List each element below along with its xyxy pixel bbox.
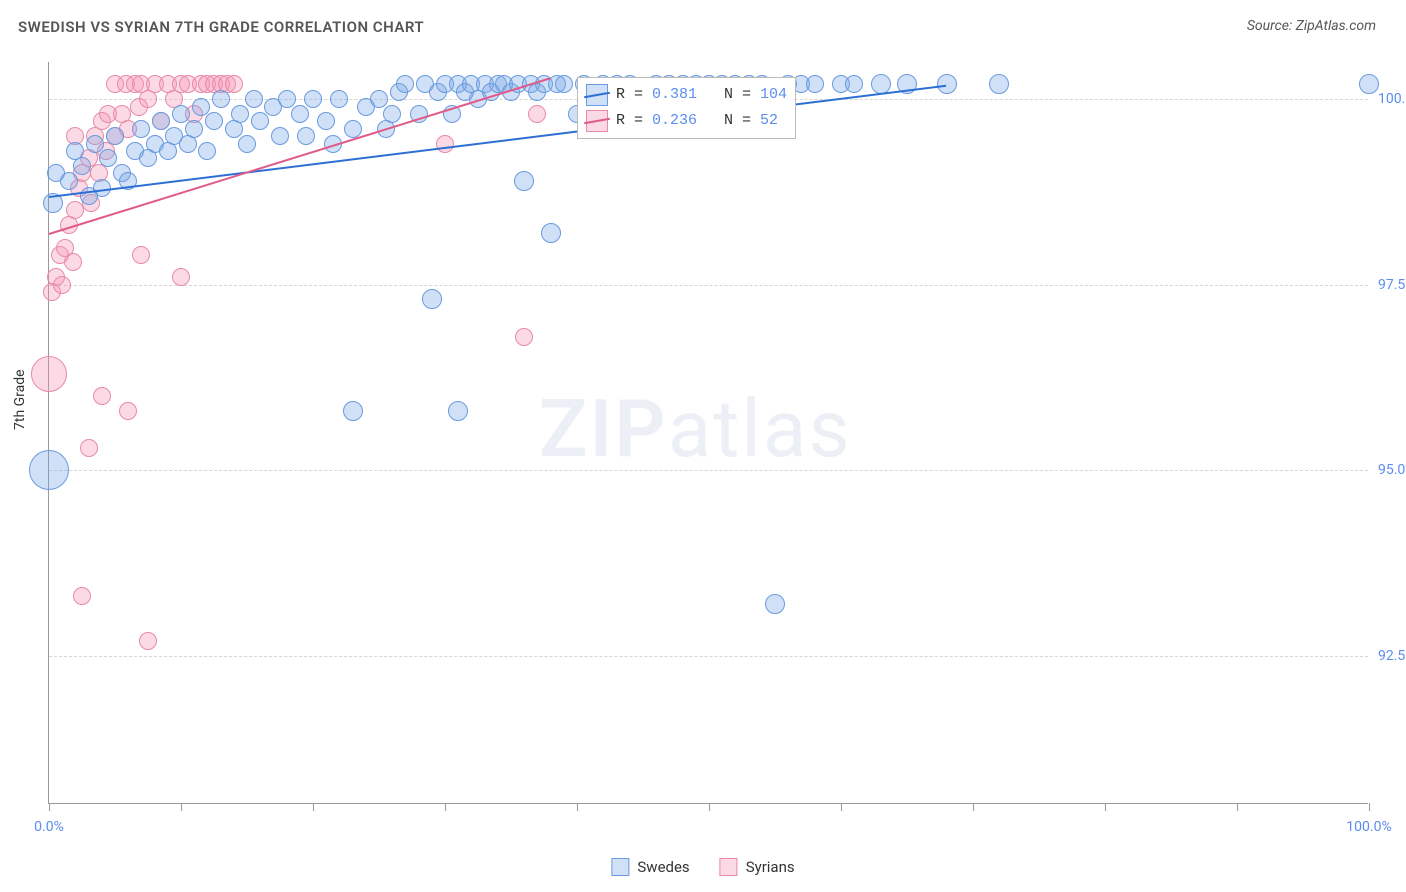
data-point-syrians <box>528 105 546 123</box>
data-point-swedes <box>60 172 78 190</box>
x-tick-label: 100.0% <box>1346 819 1391 835</box>
data-point-swedes <box>251 112 269 130</box>
data-point-swedes <box>29 450 69 490</box>
data-point-syrians <box>53 276 71 294</box>
y-tick-label: 95.0% <box>1378 462 1406 478</box>
x-tick <box>1105 803 1106 811</box>
legend-swatch-icon <box>611 858 629 876</box>
data-point-swedes <box>937 74 957 94</box>
x-tick <box>841 803 842 811</box>
data-point-swedes <box>198 142 216 160</box>
trend-line-syrians <box>49 77 551 235</box>
legend-label: Swedes <box>637 858 689 876</box>
watermark-atlas: atlas <box>668 382 852 476</box>
data-point-swedes <box>555 75 573 93</box>
data-point-syrians <box>225 75 243 93</box>
data-point-syrians <box>119 402 137 420</box>
data-point-syrians <box>132 246 150 264</box>
data-point-swedes <box>205 112 223 130</box>
x-tick-label: 0.0% <box>34 819 64 835</box>
data-point-swedes <box>132 120 150 138</box>
data-point-swedes <box>370 90 388 108</box>
data-point-syrians <box>436 135 454 153</box>
data-point-syrians <box>172 268 190 286</box>
source-attribution: Source: ZipAtlas.com <box>1247 18 1376 34</box>
data-point-swedes <box>278 90 296 108</box>
legend-item-syrians: Syrians <box>720 858 795 876</box>
legend-swatch-swedes <box>586 84 608 106</box>
data-point-swedes <box>106 127 124 145</box>
data-point-syrians <box>515 328 533 346</box>
data-point-swedes <box>185 120 203 138</box>
gridline-h <box>49 470 1368 471</box>
data-point-swedes <box>989 74 1009 94</box>
data-point-swedes <box>73 157 91 175</box>
stats-legend-text: R = 0.381 N = 104 <box>616 86 787 103</box>
gridline-h <box>49 285 1368 286</box>
data-point-swedes <box>271 127 289 145</box>
plot-area: ZIPatlas 100.0%97.5%95.0%92.5%0.0%100.0%… <box>48 62 1368 804</box>
data-point-swedes <box>448 401 468 421</box>
x-tick <box>181 803 182 811</box>
data-point-swedes <box>344 120 362 138</box>
series-legend: Swedes Syrians <box>611 858 794 876</box>
stats-legend: R = 0.381 N = 104 R = 0.236 N = 52 <box>577 77 796 139</box>
stats-legend-row: R = 0.381 N = 104 <box>586 82 787 108</box>
chart-title: SWEDISH VS SYRIAN 7TH GRADE CORRELATION … <box>18 18 424 36</box>
data-point-swedes <box>383 105 401 123</box>
y-axis-label: 7th Grade <box>12 369 28 430</box>
data-point-swedes <box>541 223 561 243</box>
y-tick-label: 92.5% <box>1378 648 1406 664</box>
data-point-swedes <box>231 105 249 123</box>
data-point-swedes <box>806 75 824 93</box>
y-tick-label: 97.5% <box>1378 277 1406 293</box>
data-point-swedes <box>514 171 534 191</box>
data-point-swedes <box>99 149 117 167</box>
x-tick <box>973 803 974 811</box>
data-point-swedes <box>422 289 442 309</box>
data-point-swedes <box>330 90 348 108</box>
legend-swatch-icon <box>720 858 738 876</box>
data-point-swedes <box>152 112 170 130</box>
data-point-swedes <box>1359 74 1379 94</box>
watermark: ZIPatlas <box>539 382 852 476</box>
x-tick <box>709 803 710 811</box>
gridline-h <box>49 656 1368 657</box>
data-point-swedes <box>238 135 256 153</box>
data-point-swedes <box>86 135 104 153</box>
data-point-swedes <box>291 105 309 123</box>
legend-swatch-syrians <box>586 110 608 132</box>
y-tick-label: 100.0% <box>1378 91 1406 107</box>
legend-label: Syrians <box>746 858 795 876</box>
data-point-swedes <box>845 75 863 93</box>
x-tick <box>577 803 578 811</box>
data-point-syrians <box>80 439 98 457</box>
data-point-swedes <box>192 98 210 116</box>
watermark-zip: ZIP <box>539 382 668 476</box>
data-point-swedes <box>343 401 363 421</box>
data-point-swedes <box>172 105 190 123</box>
x-tick <box>1369 803 1370 811</box>
x-tick <box>49 803 50 811</box>
legend-item-swedes: Swedes <box>611 858 689 876</box>
x-tick <box>445 803 446 811</box>
stats-legend-text: R = 0.236 N = 52 <box>616 112 778 129</box>
data-point-syrians <box>64 253 82 271</box>
data-point-swedes <box>317 112 335 130</box>
data-point-swedes <box>245 90 263 108</box>
x-tick <box>1237 803 1238 811</box>
data-point-syrians <box>73 587 91 605</box>
data-point-syrians <box>139 632 157 650</box>
data-point-swedes <box>765 594 785 614</box>
data-point-swedes <box>396 75 414 93</box>
data-point-swedes <box>212 90 230 108</box>
stats-legend-row: R = 0.236 N = 52 <box>586 108 787 134</box>
data-point-syrians <box>31 356 67 392</box>
data-point-syrians <box>93 387 111 405</box>
x-tick <box>313 803 314 811</box>
data-point-swedes <box>304 90 322 108</box>
data-point-swedes <box>297 127 315 145</box>
